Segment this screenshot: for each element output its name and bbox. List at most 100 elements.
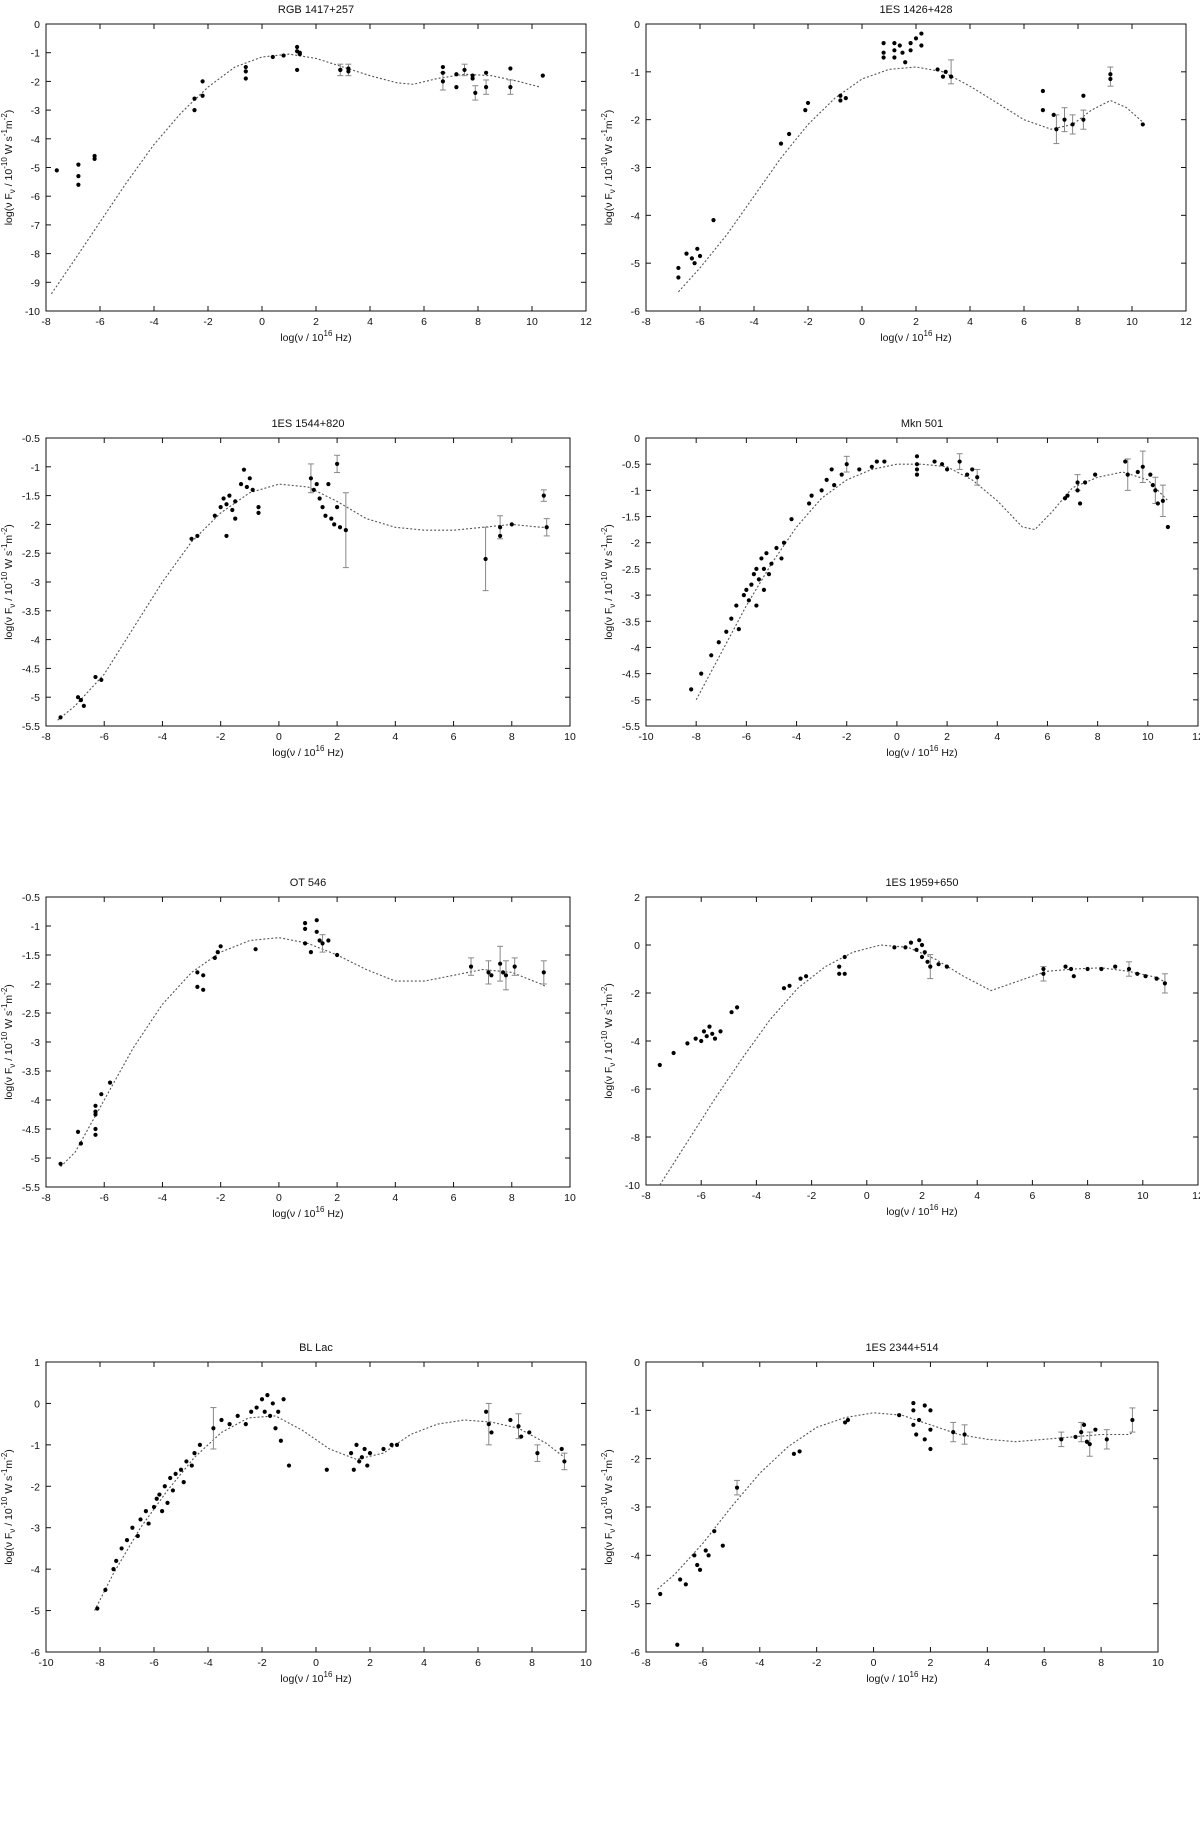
data-point bbox=[1059, 1437, 1064, 1442]
y-tick-label: 0 bbox=[634, 940, 640, 952]
y-tick-label: -6 bbox=[631, 306, 640, 318]
y-tick-label: 0 bbox=[634, 1357, 640, 1369]
data-point bbox=[940, 74, 946, 79]
data-point bbox=[1093, 472, 1098, 477]
data-point bbox=[1070, 122, 1075, 127]
data-point bbox=[462, 67, 467, 73]
data-point bbox=[498, 961, 503, 966]
data-point bbox=[914, 472, 920, 477]
data-point bbox=[1140, 464, 1145, 469]
x-tick-label: -2 bbox=[812, 1657, 821, 1669]
data-point bbox=[914, 1432, 919, 1437]
data-point bbox=[769, 561, 774, 566]
chart-svg: -8 -6 -4 -2 0 2 4 6 8 10 12 0 -1 -2 -3 -4 -5 -6 -7 -8 -9 -10 l… bbox=[0, 19, 592, 344]
x-tick-label: 8 bbox=[1075, 316, 1081, 328]
data-point bbox=[716, 640, 721, 645]
data-point bbox=[778, 141, 784, 146]
chart-title: 1ES 2344+514 bbox=[865, 1342, 939, 1354]
y-tick-label: 2 bbox=[634, 892, 640, 904]
data-point bbox=[201, 973, 206, 978]
data-point bbox=[1063, 964, 1068, 969]
data-point bbox=[761, 566, 767, 572]
x-tick-label: -2 bbox=[842, 731, 851, 743]
data-point bbox=[724, 629, 729, 634]
y-tick-label: -1.5 bbox=[22, 950, 40, 962]
data-point bbox=[503, 973, 509, 978]
data-point bbox=[559, 1446, 564, 1452]
data-point bbox=[76, 174, 81, 179]
data-point bbox=[212, 513, 217, 518]
data-point bbox=[76, 162, 81, 167]
data-point bbox=[900, 50, 905, 55]
x-tick-label: 10 bbox=[526, 316, 538, 328]
data-point bbox=[265, 1393, 270, 1398]
x-tick-label: -2 bbox=[807, 1190, 816, 1202]
data-point bbox=[519, 1434, 524, 1439]
data-point bbox=[1108, 72, 1113, 77]
data-point bbox=[473, 90, 478, 95]
chart-svg: -8 -6 -4 -2 0 2 4 6 8 10 -0.5 -1 -1.5 -2 -2.5 -3 -3.5 -4 -… bbox=[0, 433, 576, 759]
x-tick-label: 10 bbox=[1142, 731, 1154, 743]
y-tick-label: -5 bbox=[631, 1599, 640, 1611]
data-point bbox=[486, 970, 491, 975]
data-point bbox=[508, 66, 513, 71]
x-tick-label: -8 bbox=[95, 1657, 104, 1669]
data-point bbox=[676, 275, 681, 280]
x-tick-label: 0 bbox=[894, 731, 900, 743]
y-tick-label: -3 bbox=[31, 1037, 40, 1049]
data-point bbox=[527, 1430, 532, 1435]
data-point bbox=[440, 70, 445, 75]
x-tick-label: -2 bbox=[803, 316, 812, 328]
data-point bbox=[78, 1141, 84, 1146]
data-point bbox=[798, 976, 803, 981]
data-point bbox=[93, 1109, 98, 1114]
x-tick-label: 8 bbox=[509, 1192, 515, 1204]
x-tick-label: -10 bbox=[38, 1657, 53, 1669]
data-point bbox=[92, 156, 97, 161]
y-tick-label: -2.5 bbox=[22, 1008, 40, 1020]
x-tick-label: 6 bbox=[1045, 731, 1051, 743]
data-point bbox=[1099, 966, 1104, 972]
y-tick-label: -2.5 bbox=[22, 548, 40, 560]
data-point bbox=[256, 510, 261, 515]
data-point bbox=[178, 1467, 184, 1472]
chart-panel: RGB 1417+257 -8 -6 -4 -2 0 2 4 6 8 10 12 0 -1 -2 -3 -4 -5… bbox=[0, 0, 600, 410]
data-point bbox=[211, 1426, 216, 1431]
data-point bbox=[789, 517, 794, 522]
plot-frame bbox=[45, 896, 571, 1188]
data-point bbox=[928, 1408, 933, 1413]
x-tick-label: 4 bbox=[984, 1657, 990, 1669]
x-axis-label: log(ν / 1016 Hz) bbox=[880, 329, 951, 344]
data-point bbox=[93, 674, 98, 680]
data-point bbox=[181, 1480, 186, 1485]
x-tick-label: 10 bbox=[1152, 1657, 1164, 1669]
y-tick-label: -1 bbox=[31, 462, 40, 474]
data-point bbox=[803, 974, 809, 979]
data-point bbox=[970, 467, 975, 472]
data-point bbox=[381, 1446, 386, 1452]
data-point bbox=[337, 525, 343, 530]
data-point bbox=[302, 941, 308, 946]
data-point bbox=[146, 1521, 151, 1526]
data-point bbox=[244, 484, 249, 490]
y-axis-label: log(ν Fν / 10-10 W s-1m-2) bbox=[600, 983, 617, 1099]
data-point bbox=[256, 505, 261, 510]
data-point bbox=[81, 703, 86, 708]
data-point bbox=[1054, 127, 1059, 132]
data-point bbox=[1165, 524, 1170, 530]
data-point bbox=[484, 85, 489, 90]
data-point bbox=[1081, 117, 1086, 122]
data-point bbox=[509, 522, 514, 527]
data-point bbox=[254, 1405, 259, 1410]
y-axis-label: log(ν Fν / 10-10 W s-1m-2) bbox=[0, 984, 17, 1100]
x-tick-label: 0 bbox=[859, 316, 865, 328]
data-point bbox=[1077, 501, 1083, 506]
data-point bbox=[54, 168, 59, 173]
data-point bbox=[233, 499, 238, 504]
x-tick-label: 0 bbox=[276, 1192, 282, 1204]
model-curve bbox=[695, 463, 1169, 701]
y-tick-label: -5 bbox=[631, 258, 640, 270]
data-point bbox=[1135, 971, 1140, 976]
data-point bbox=[320, 941, 325, 946]
y-tick-label: -1 bbox=[31, 48, 40, 60]
